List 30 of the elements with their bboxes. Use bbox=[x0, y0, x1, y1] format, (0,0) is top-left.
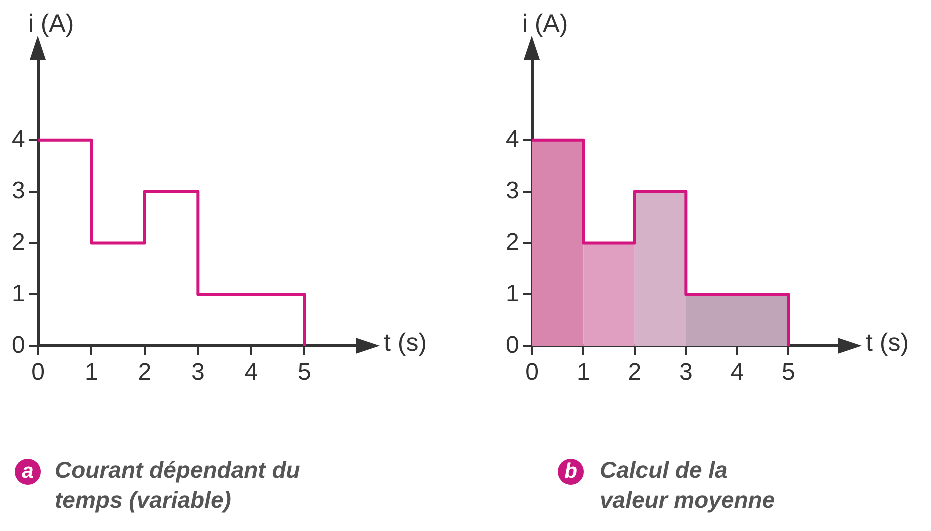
x-tick-label: 0 bbox=[32, 359, 46, 386]
y-tick-label: 2 bbox=[12, 228, 26, 256]
text: Courant dépendant du temps (variable) bbox=[55, 456, 302, 515]
x-tick-label: 5 bbox=[298, 359, 312, 386]
x-tick-label: 3 bbox=[679, 359, 693, 386]
y-tick-label: 2 bbox=[506, 228, 520, 256]
text: Calcul de la valeur moyenne bbox=[600, 456, 776, 515]
x-tick-label: 0 bbox=[526, 359, 540, 386]
x-tick-label: 3 bbox=[191, 359, 205, 386]
text: b bbox=[558, 459, 584, 485]
y-tick-label: 3 bbox=[12, 177, 26, 204]
x-tick-label: 1 bbox=[84, 359, 98, 386]
x-tick-label: 2 bbox=[628, 359, 642, 386]
x-tick-label: 5 bbox=[782, 359, 796, 386]
x-tick-label: 2 bbox=[138, 359, 152, 386]
text: a bbox=[15, 459, 41, 485]
y-axis-title: i (A) bbox=[28, 10, 74, 39]
x-tick-label: 4 bbox=[730, 359, 744, 386]
y-tick-label: 3 bbox=[506, 177, 520, 204]
y-tick-label: 4 bbox=[506, 126, 520, 153]
x-tick-label: 4 bbox=[244, 359, 258, 386]
y-tick-label: 0 bbox=[12, 332, 26, 359]
x-axis-title: t (s) bbox=[384, 329, 428, 358]
y-tick-label: 1 bbox=[506, 280, 520, 308]
y-axis-title: i (A) bbox=[522, 10, 568, 39]
y-tick-label: 0 bbox=[506, 332, 520, 359]
x-tick-label: 1 bbox=[576, 359, 590, 386]
y-tick-label: 4 bbox=[12, 126, 26, 153]
x-axis-title: t (s) bbox=[866, 329, 910, 358]
y-tick-label: 1 bbox=[12, 280, 26, 308]
